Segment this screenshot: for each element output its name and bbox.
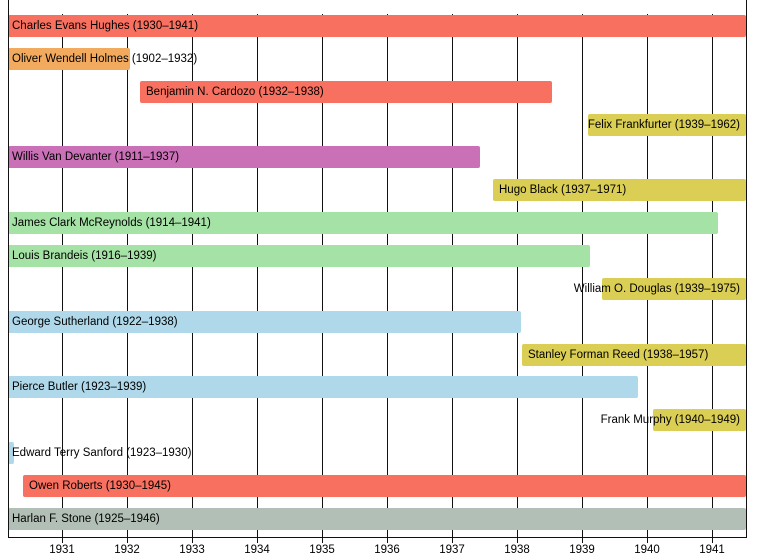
- x-axis-tick: [387, 537, 388, 543]
- tenure-label-van-devanter: Willis Van Devanter (1911–1937): [12, 151, 180, 163]
- x-axis-year-label: 1941: [699, 544, 725, 556]
- tenure-label-mcreynolds: James Clark McReynolds (1914–1941): [12, 217, 211, 229]
- x-axis-year-label: 1932: [114, 544, 140, 556]
- tenure-bar-holmes: [8, 48, 130, 70]
- tenure-label-sanford: Edward Terry Sanford (1923–1930): [12, 447, 192, 459]
- x-axis-year-label: 1935: [309, 544, 335, 556]
- year-gridline: [192, 14, 193, 537]
- tenure-bar-stone: [8, 508, 746, 530]
- x-axis-tick: [452, 537, 453, 543]
- x-axis-tick: [517, 537, 518, 543]
- tenure-label-black: Hugo Black (1937–1971): [499, 184, 627, 196]
- year-gridline: [582, 14, 583, 537]
- tenure-bar-reed: [522, 344, 746, 366]
- x-axis-year-label: 1938: [504, 544, 530, 556]
- x-axis-tick: [712, 537, 713, 543]
- tenure-bar-sutherland: [8, 311, 521, 333]
- tenure-label-frankfurter: Felix Frankfurter (1939–1962): [587, 119, 740, 131]
- x-axis-tick: [127, 537, 128, 543]
- tenure-bar-frankfurter: [588, 114, 746, 136]
- x-axis-tick: [647, 537, 648, 543]
- year-gridline: [517, 14, 518, 537]
- x-axis-year-label: 1937: [439, 544, 465, 556]
- tenure-label-sutherland: George Sutherland (1922–1938): [12, 316, 178, 328]
- x-axis-tick: [62, 537, 63, 543]
- tenure-label-cardozo: Benjamin N. Cardozo (1932–1938): [146, 86, 324, 98]
- tenure-label-roberts: Owen Roberts (1930–1945): [29, 480, 171, 492]
- year-gridline: [127, 14, 128, 537]
- x-axis-year-label: 1934: [244, 544, 270, 556]
- x-axis-year-label: 1933: [179, 544, 205, 556]
- x-axis-year-label: 1936: [374, 544, 400, 556]
- tenure-label-stone: Harlan F. Stone (1925–1946): [12, 513, 160, 525]
- year-gridline: [322, 14, 323, 537]
- tenure-bar-murphy: [653, 409, 746, 431]
- year-gridline: [62, 14, 63, 537]
- tenure-label-douglas: William O. Douglas (1939–1975): [573, 283, 740, 295]
- tenure-label-murphy: Frank Murphy (1940–1949): [600, 414, 740, 426]
- year-gridline: [712, 14, 713, 537]
- tenure-label-reed: Stanley Forman Reed (1938–1957): [528, 349, 709, 361]
- x-axis-year-label: 1931: [49, 544, 75, 556]
- tenure-bar-douglas: [602, 278, 746, 300]
- plot-left-border: [8, 0, 9, 537]
- x-axis-tick: [582, 537, 583, 543]
- year-gridline: [257, 14, 258, 537]
- tenure-bar-brandeis: [8, 245, 590, 267]
- tenure-bar-van-devanter: [8, 146, 480, 168]
- x-axis-year-label: 1940: [634, 544, 660, 556]
- year-gridline: [452, 14, 453, 537]
- tenure-bar-black: [493, 179, 746, 201]
- tenure-bar-butler: [8, 376, 638, 398]
- x-axis-tick: [257, 537, 258, 543]
- x-axis-line: [8, 537, 747, 538]
- tenure-label-butler: Pierce Butler (1923–1939): [12, 381, 147, 393]
- tenure-bar-mcreynolds: [8, 212, 718, 234]
- tenure-bar-sanford: [8, 442, 14, 464]
- x-axis-tick: [322, 537, 323, 543]
- x-axis-year-label: 1939: [569, 544, 595, 556]
- tenure-label-holmes: Oliver Wendell Holmes (1902–1932): [12, 53, 198, 65]
- plot-right-border: [746, 0, 747, 537]
- tenure-bar-roberts: [23, 475, 746, 497]
- year-gridline: [387, 14, 388, 537]
- tenure-bar-cardozo: [140, 81, 552, 103]
- year-gridline: [647, 14, 648, 537]
- x-axis-tick: [192, 537, 193, 543]
- tenure-bar-hughes: [8, 15, 746, 37]
- tenure-label-brandeis: Louis Brandeis (1916–1939): [12, 250, 157, 262]
- tenure-label-hughes: Charles Evans Hughes (1930–1941): [12, 20, 199, 32]
